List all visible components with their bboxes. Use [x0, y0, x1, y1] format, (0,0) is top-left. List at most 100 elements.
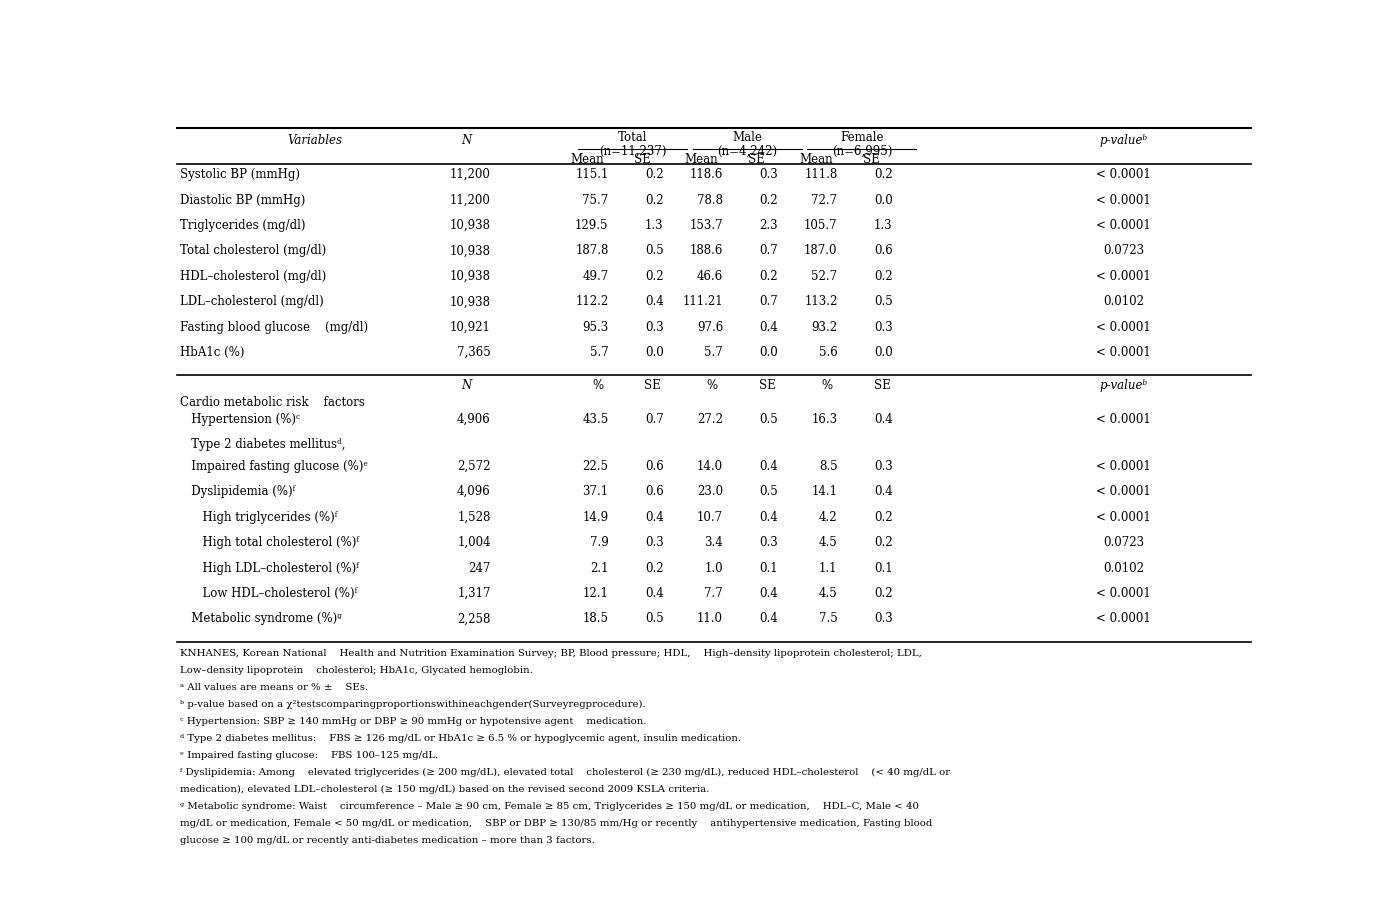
Text: 5.7: 5.7 [704, 346, 723, 359]
Text: 14.1: 14.1 [811, 486, 838, 498]
Text: 49.7: 49.7 [583, 270, 609, 283]
Text: 0.1: 0.1 [874, 562, 892, 575]
Text: < 0.0001: < 0.0001 [1096, 413, 1150, 426]
Text: 0.2: 0.2 [645, 168, 664, 181]
Text: High triglycerides (%)ᶠ: High triglycerides (%)ᶠ [180, 510, 337, 523]
Text: < 0.0001: < 0.0001 [1096, 168, 1150, 181]
Text: ᶠ Dyslipidemia: Among    elevated triglycerides (≥ 200 mg/dL), elevated total   : ᶠ Dyslipidemia: Among elevated triglycer… [180, 768, 949, 778]
Text: High LDL–cholesterol (%)ᶠ: High LDL–cholesterol (%)ᶠ [180, 562, 358, 575]
Text: 0.3: 0.3 [874, 320, 892, 334]
Text: Low–density lipoprotein    cholesterol; HbA1c, Glycated hemoglobin.: Low–density lipoprotein cholesterol; HbA… [180, 666, 533, 675]
Text: Systolic BP (mmHg): Systolic BP (mmHg) [180, 168, 300, 181]
Text: 7.5: 7.5 [818, 612, 838, 625]
Text: 0.4: 0.4 [645, 587, 664, 600]
Text: 10,921: 10,921 [450, 320, 491, 334]
Text: 0.4: 0.4 [645, 296, 664, 308]
Text: ᵈ Type 2 diabetes mellitus:    FBS ≥ 126 mg/dL or HbA1c ≥ 6.5 % or hypoglycemic : ᵈ Type 2 diabetes mellitus: FBS ≥ 126 mg… [180, 734, 740, 743]
Text: 115.1: 115.1 [576, 168, 609, 181]
Text: N: N [461, 379, 471, 392]
Text: 187.8: 187.8 [576, 244, 609, 257]
Text: 4.5: 4.5 [818, 587, 838, 600]
Text: 0.6: 0.6 [645, 460, 664, 473]
Text: 10,938: 10,938 [450, 270, 491, 283]
Text: glucose ≥ 100 mg/dL or recently anti-diabetes medication – more than 3 factors.: glucose ≥ 100 mg/dL or recently anti-dia… [180, 835, 594, 845]
Text: HDL–cholesterol (mg/dl): HDL–cholesterol (mg/dl) [180, 270, 326, 283]
Text: 111.21: 111.21 [683, 296, 723, 308]
Text: Mean: Mean [799, 152, 832, 165]
Text: ᵇ p‐value based on a χ²testscomparingproportionswithineachgender(Surveyregproced: ᵇ p‐value based on a χ²testscomparingpro… [180, 700, 645, 710]
Text: Fasting blood glucose    (mg/dl): Fasting blood glucose (mg/dl) [180, 320, 368, 334]
Text: %: % [592, 379, 604, 392]
Text: 0.2: 0.2 [874, 587, 892, 600]
Text: 1,528: 1,528 [457, 510, 491, 523]
Text: 0.2: 0.2 [760, 194, 778, 207]
Text: 11.0: 11.0 [697, 612, 723, 625]
Text: 2.1: 2.1 [590, 562, 609, 575]
Text: Total: Total [618, 130, 648, 143]
Text: 0.0: 0.0 [760, 346, 778, 359]
Text: LDL–cholesterol (mg/dl): LDL–cholesterol (mg/dl) [180, 296, 323, 308]
Text: 12.1: 12.1 [583, 587, 609, 600]
Text: 23.0: 23.0 [697, 486, 723, 498]
Text: 10.7: 10.7 [697, 510, 723, 523]
Text: 43.5: 43.5 [583, 413, 609, 426]
Text: < 0.0001: < 0.0001 [1096, 320, 1150, 334]
Text: 0.2: 0.2 [874, 510, 892, 523]
Text: 0.4: 0.4 [760, 510, 778, 523]
Text: 2.3: 2.3 [760, 219, 778, 232]
Text: SE: SE [863, 152, 880, 165]
Text: 0.2: 0.2 [645, 270, 664, 283]
Text: 0.3: 0.3 [760, 536, 778, 549]
Text: ᶜ Hypertension: SBP ≥ 140 mmHg or DBP ≥ 90 mmHg or hypotensive agent    medicati: ᶜ Hypertension: SBP ≥ 140 mmHg or DBP ≥ … [180, 717, 647, 726]
Text: 0.0102: 0.0102 [1103, 562, 1144, 575]
Text: 78.8: 78.8 [697, 194, 723, 207]
Text: < 0.0001: < 0.0001 [1096, 460, 1150, 473]
Text: 0.2: 0.2 [874, 168, 892, 181]
Text: %: % [707, 379, 718, 392]
Text: 11,200: 11,200 [450, 168, 491, 181]
Text: Impaired fasting glucose (%)ᵉ: Impaired fasting glucose (%)ᵉ [180, 460, 368, 473]
Text: 0.7: 0.7 [760, 244, 778, 257]
Text: < 0.0001: < 0.0001 [1096, 587, 1150, 600]
Text: 0.2: 0.2 [760, 270, 778, 283]
Text: 153.7: 153.7 [690, 219, 723, 232]
Text: 247: 247 [468, 562, 491, 575]
Text: 0.4: 0.4 [874, 413, 892, 426]
Text: 5.6: 5.6 [818, 346, 838, 359]
Text: Low HDL–cholesterol (%)ᶠ: Low HDL–cholesterol (%)ᶠ [180, 587, 357, 600]
Text: 10,938: 10,938 [450, 244, 491, 257]
Text: 0.3: 0.3 [874, 612, 892, 625]
Text: 7.7: 7.7 [704, 587, 723, 600]
Text: 111.8: 111.8 [804, 168, 838, 181]
Text: 4.5: 4.5 [818, 536, 838, 549]
Text: 0.4: 0.4 [760, 612, 778, 625]
Text: 1,317: 1,317 [457, 587, 491, 600]
Text: 188.6: 188.6 [690, 244, 723, 257]
Text: 22.5: 22.5 [583, 460, 609, 473]
Text: 14.9: 14.9 [583, 510, 609, 523]
Text: Female: Female [841, 130, 884, 143]
Text: 97.6: 97.6 [697, 320, 723, 334]
Text: 0.3: 0.3 [760, 168, 778, 181]
Text: 1.0: 1.0 [704, 562, 723, 575]
Text: ᵍ Metabolic syndrome: Waist    circumference – Male ≥ 90 cm, Female ≥ 85 cm, Tri: ᵍ Metabolic syndrome: Waist circumferenc… [180, 802, 919, 811]
Text: 0.4: 0.4 [760, 587, 778, 600]
Text: Mean: Mean [684, 152, 718, 165]
Text: 0.7: 0.7 [760, 296, 778, 308]
Text: 0.5: 0.5 [874, 296, 892, 308]
Text: 8.5: 8.5 [818, 460, 838, 473]
Text: High total cholesterol (%)ᶠ: High total cholesterol (%)ᶠ [180, 536, 358, 549]
Text: 0.0: 0.0 [645, 346, 664, 359]
Text: 0.5: 0.5 [645, 612, 664, 625]
Text: 0.6: 0.6 [645, 486, 664, 498]
Text: < 0.0001: < 0.0001 [1096, 510, 1150, 523]
Text: 118.6: 118.6 [690, 168, 723, 181]
Text: 0.4: 0.4 [645, 510, 664, 523]
Text: Triglycerides (mg/dl): Triglycerides (mg/dl) [180, 219, 305, 232]
Text: 4.2: 4.2 [818, 510, 838, 523]
Text: SE: SE [749, 152, 765, 165]
Text: 0.0723: 0.0723 [1103, 244, 1144, 257]
Text: 0.3: 0.3 [645, 536, 664, 549]
Text: 0.4: 0.4 [760, 460, 778, 473]
Text: SE: SE [758, 379, 775, 392]
